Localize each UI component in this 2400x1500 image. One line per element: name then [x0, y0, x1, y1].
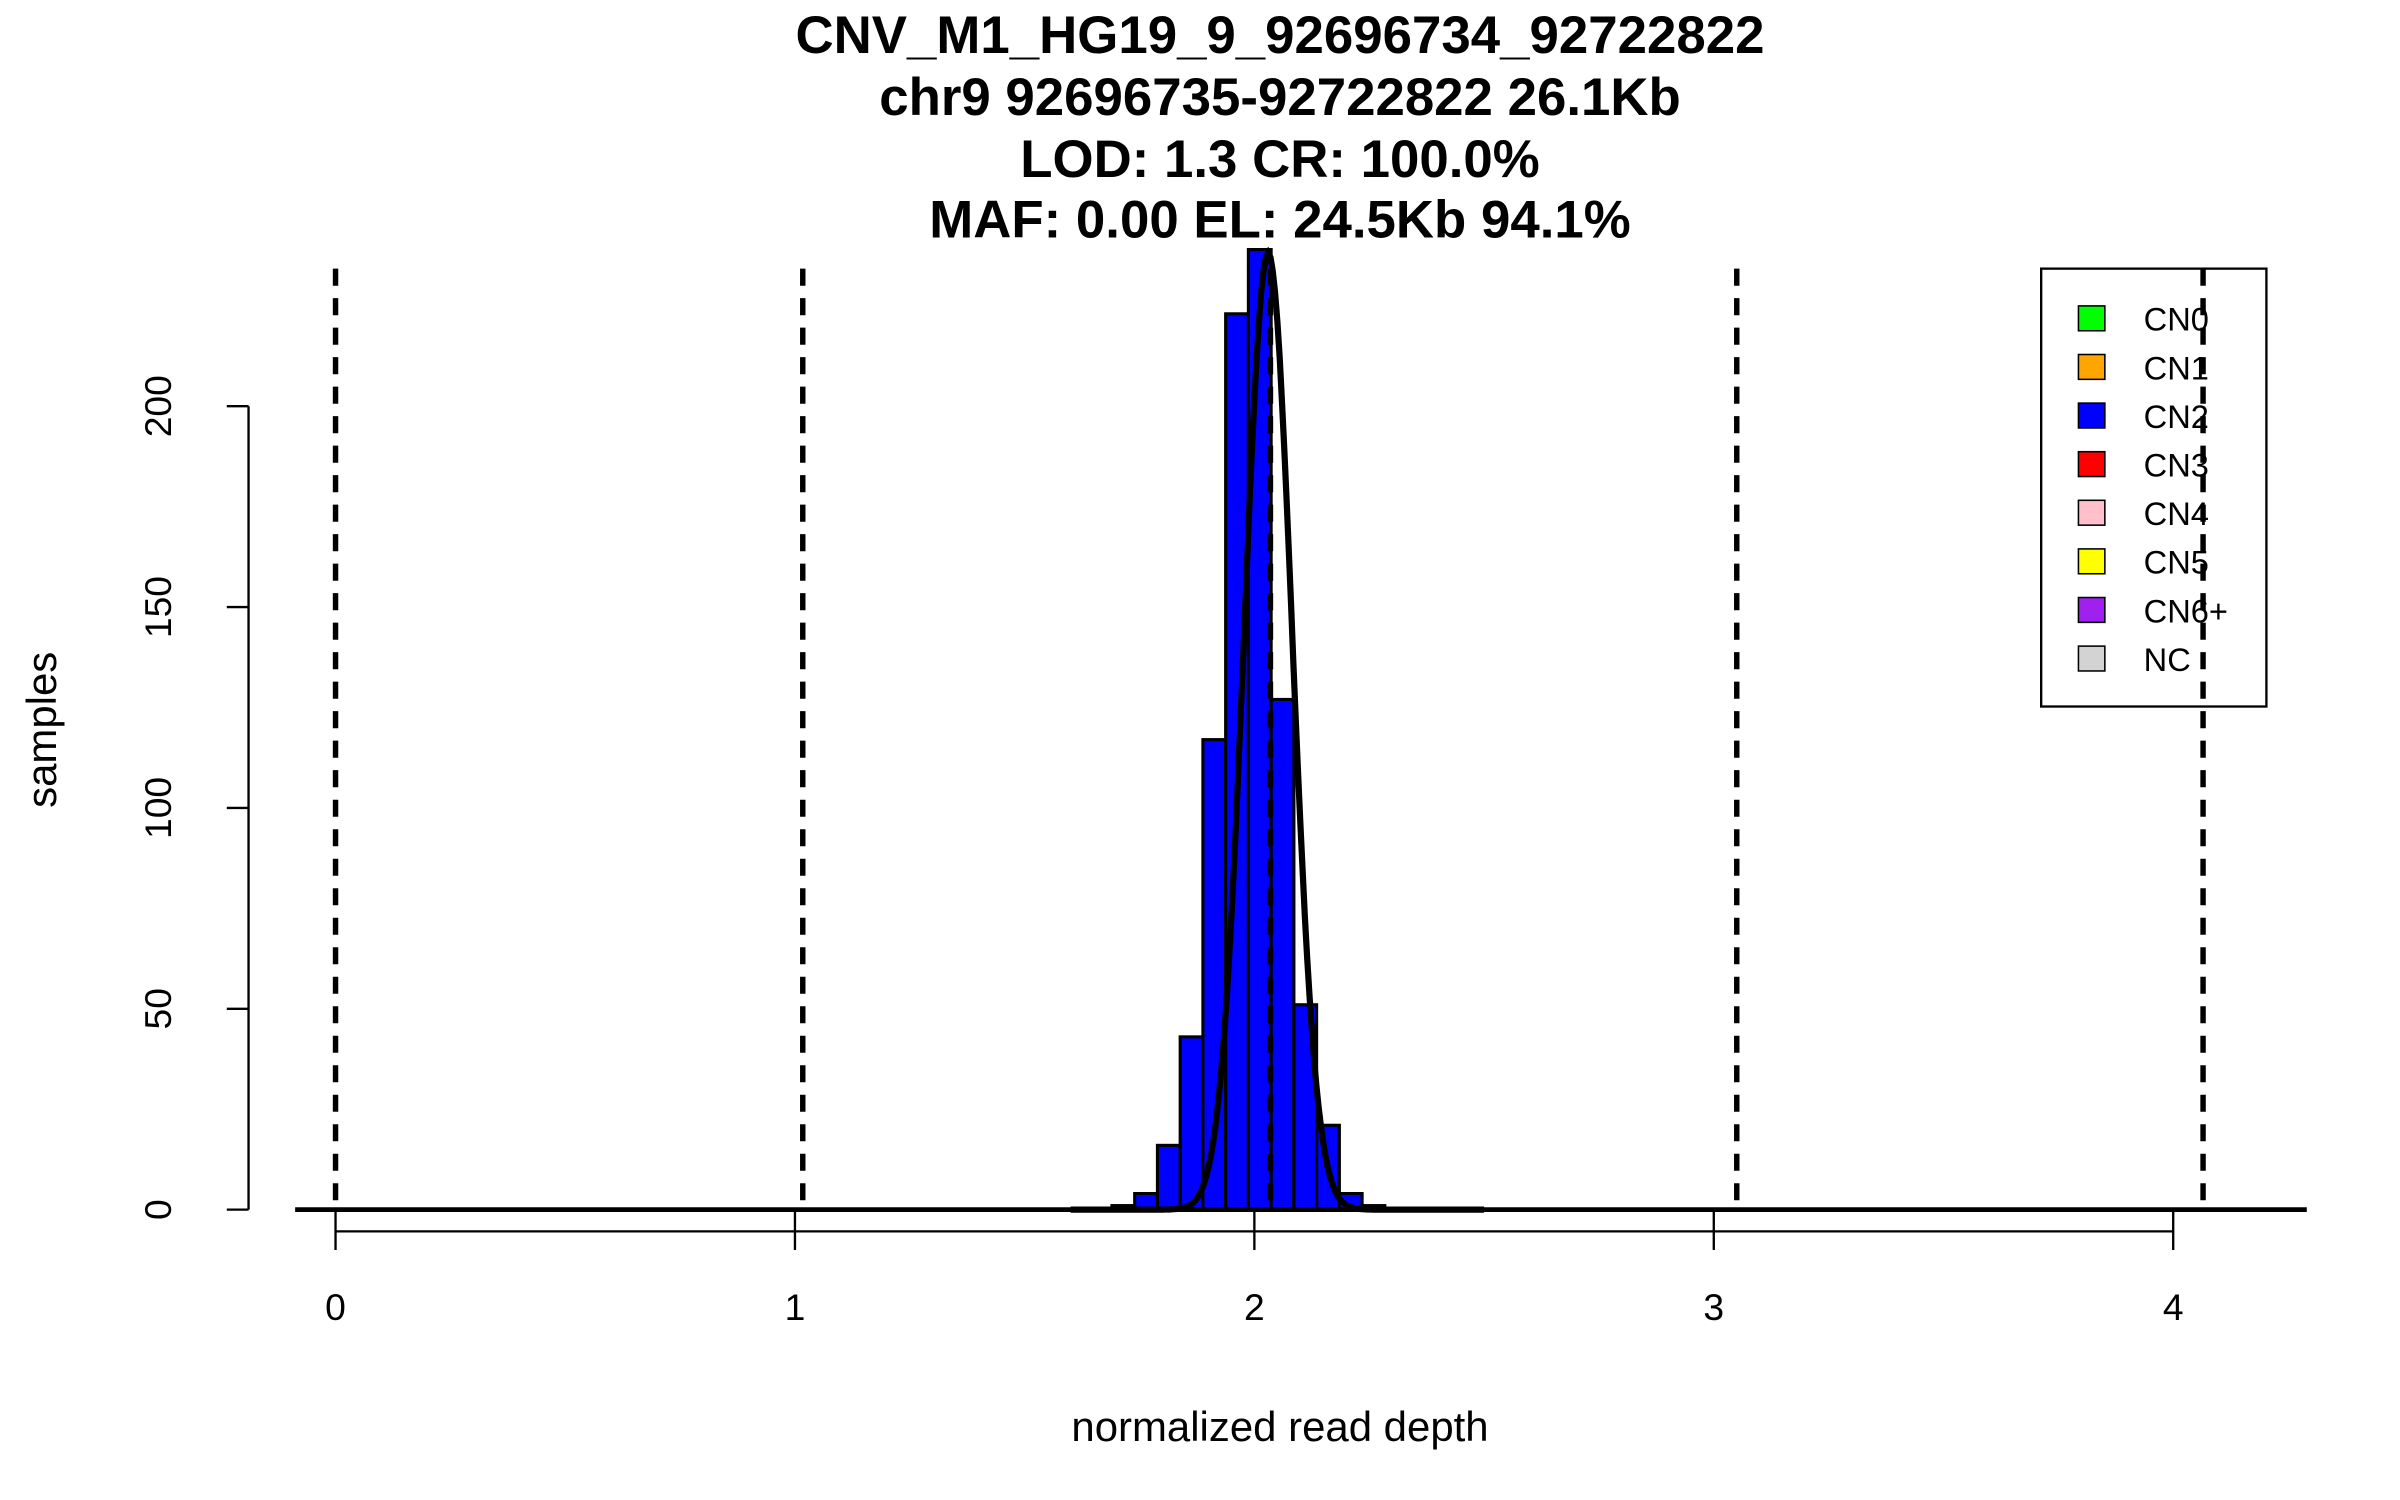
title-line-3: LOD: 1.3 CR: 100.0% [1020, 130, 1539, 189]
y-tick-label: 150 [137, 576, 179, 638]
legend-swatch [2077, 305, 2106, 332]
x-tick-label: 4 [2163, 1286, 2184, 1328]
x-axis-label: normalized read depth [1071, 1403, 1488, 1450]
y-tick-label: 100 [137, 777, 179, 839]
legend-label: CN3 [2144, 447, 2209, 484]
legend-label: NC [2144, 641, 2191, 678]
legend-swatch [2077, 499, 2106, 526]
fitted-curve [1070, 246, 1485, 1213]
legend: CN0 CN1 CN2 CN3 CN4 CN5 CN6+ NC [2039, 267, 2268, 708]
legend-label: CN5 [2144, 544, 2209, 581]
title-line-2: chr9 92696735-92722822 26.1Kb [879, 68, 1681, 127]
x-tick-label: 0 [325, 1286, 346, 1328]
legend-swatch [2077, 548, 2106, 575]
y-axis-label: samples [18, 652, 65, 808]
legend-swatch [2077, 353, 2106, 381]
chart-title: CNV_M1_HG19_9_92696734_92722822 chr9 926… [796, 6, 1765, 250]
title-line-4: MAF: 0.00 EL: 24.5Kb 94.1% [929, 191, 1630, 250]
title-line-1: CNV_M1_HG19_9_92696734_92722822 [796, 6, 1765, 65]
legend-swatch [2077, 596, 2106, 624]
y-tick-label: 0 [137, 1199, 179, 1220]
x-tick-label: 3 [1703, 1286, 1724, 1328]
y-tick-label: 50 [137, 988, 179, 1029]
x-tick-label: 1 [785, 1286, 806, 1328]
histogram-bar [1178, 1035, 1205, 1212]
legend-swatch [2077, 645, 2106, 672]
legend-label: CN0 [2144, 301, 2209, 338]
y-tick-label: 200 [137, 375, 179, 437]
legend-swatch [2077, 402, 2106, 429]
legend-swatch [2077, 450, 2106, 478]
legend-label: CN4 [2144, 495, 2209, 532]
histogram-bar [1269, 697, 1296, 1212]
legend-label: CN6+ [2144, 592, 2228, 629]
histogram-bar [1155, 1143, 1182, 1212]
x-tick-label: 2 [1244, 1286, 1265, 1328]
legend-box [2039, 267, 2268, 708]
legend-label: CN1 [2144, 349, 2209, 386]
legend-label: CN2 [2144, 398, 2209, 435]
